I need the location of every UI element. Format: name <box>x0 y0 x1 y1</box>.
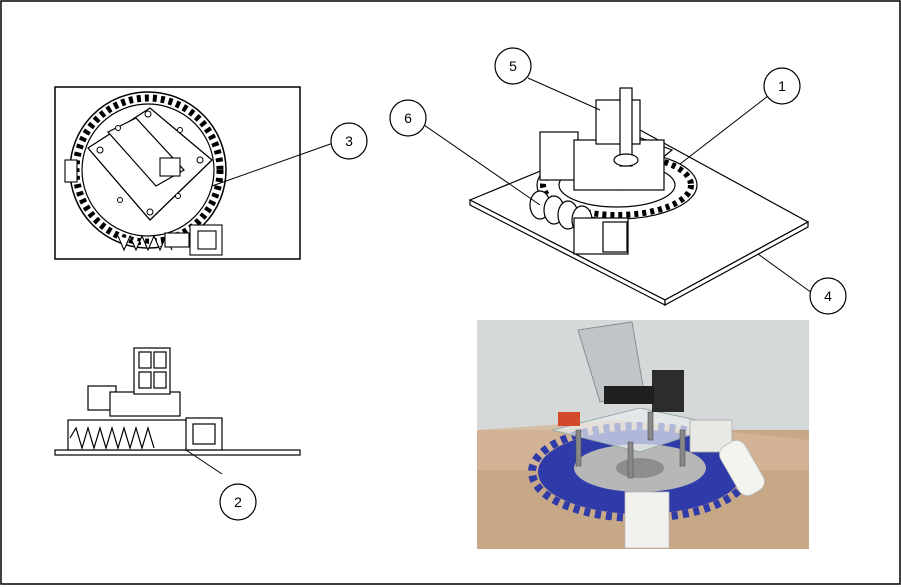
side-base-plate <box>54 449 301 456</box>
side-sensor-cell-4 <box>153 371 167 389</box>
callout-4: 4 <box>809 277 847 315</box>
iso-base-plate-edge-right <box>664 220 809 307</box>
side-sensor-cell-3 <box>138 371 152 389</box>
callout-2: 2 <box>219 483 257 521</box>
side-carriage <box>67 419 189 451</box>
callout-5: 5 <box>494 47 532 85</box>
callout-3-label: 3 <box>345 133 353 149</box>
top-sensor-block <box>159 157 181 177</box>
ring-gear-inner <box>81 103 215 237</box>
top-view-drawing <box>54 86 301 260</box>
side-upper-bracket <box>109 391 181 417</box>
callout-3: 3 <box>330 122 368 160</box>
iso-shaft-cap <box>613 153 639 167</box>
iso-drive-motor-face <box>602 221 628 253</box>
callout-6: 6 <box>389 99 427 137</box>
photo-small-board <box>558 412 580 426</box>
callout-5-label: 5 <box>509 58 517 74</box>
side-sensor-cell-1 <box>138 351 152 369</box>
photo-bracket <box>604 386 654 404</box>
iso-ring-gear-teeth <box>540 152 694 218</box>
side-motor-inner <box>192 423 216 445</box>
callout-1-label: 1 <box>778 78 786 94</box>
bolt-holes <box>96 110 204 216</box>
iso-side-motor <box>539 131 579 181</box>
worm-gear-top <box>117 224 223 256</box>
callout-6-label: 6 <box>404 110 412 126</box>
photo-upper-motor <box>652 370 684 412</box>
photo-worm-gear <box>719 440 765 496</box>
side-sensor-cell-2 <box>153 351 167 369</box>
isometric-assembly-drawing <box>468 87 810 307</box>
worm-gear-side <box>69 425 155 451</box>
side-motor <box>185 417 223 451</box>
callout-leaders <box>185 77 813 475</box>
side-tab-left <box>64 159 78 183</box>
iso-upper-motor <box>595 99 641 145</box>
prototype-photo <box>477 320 809 549</box>
callout-2-label: 2 <box>234 494 242 510</box>
photo-lower-motor <box>624 491 670 549</box>
photo-standoffs <box>575 411 686 479</box>
photo-bearing <box>616 458 664 478</box>
callout-4-label: 4 <box>824 288 832 304</box>
side-view-drawing <box>54 347 301 456</box>
callout-1: 1 <box>763 67 801 105</box>
